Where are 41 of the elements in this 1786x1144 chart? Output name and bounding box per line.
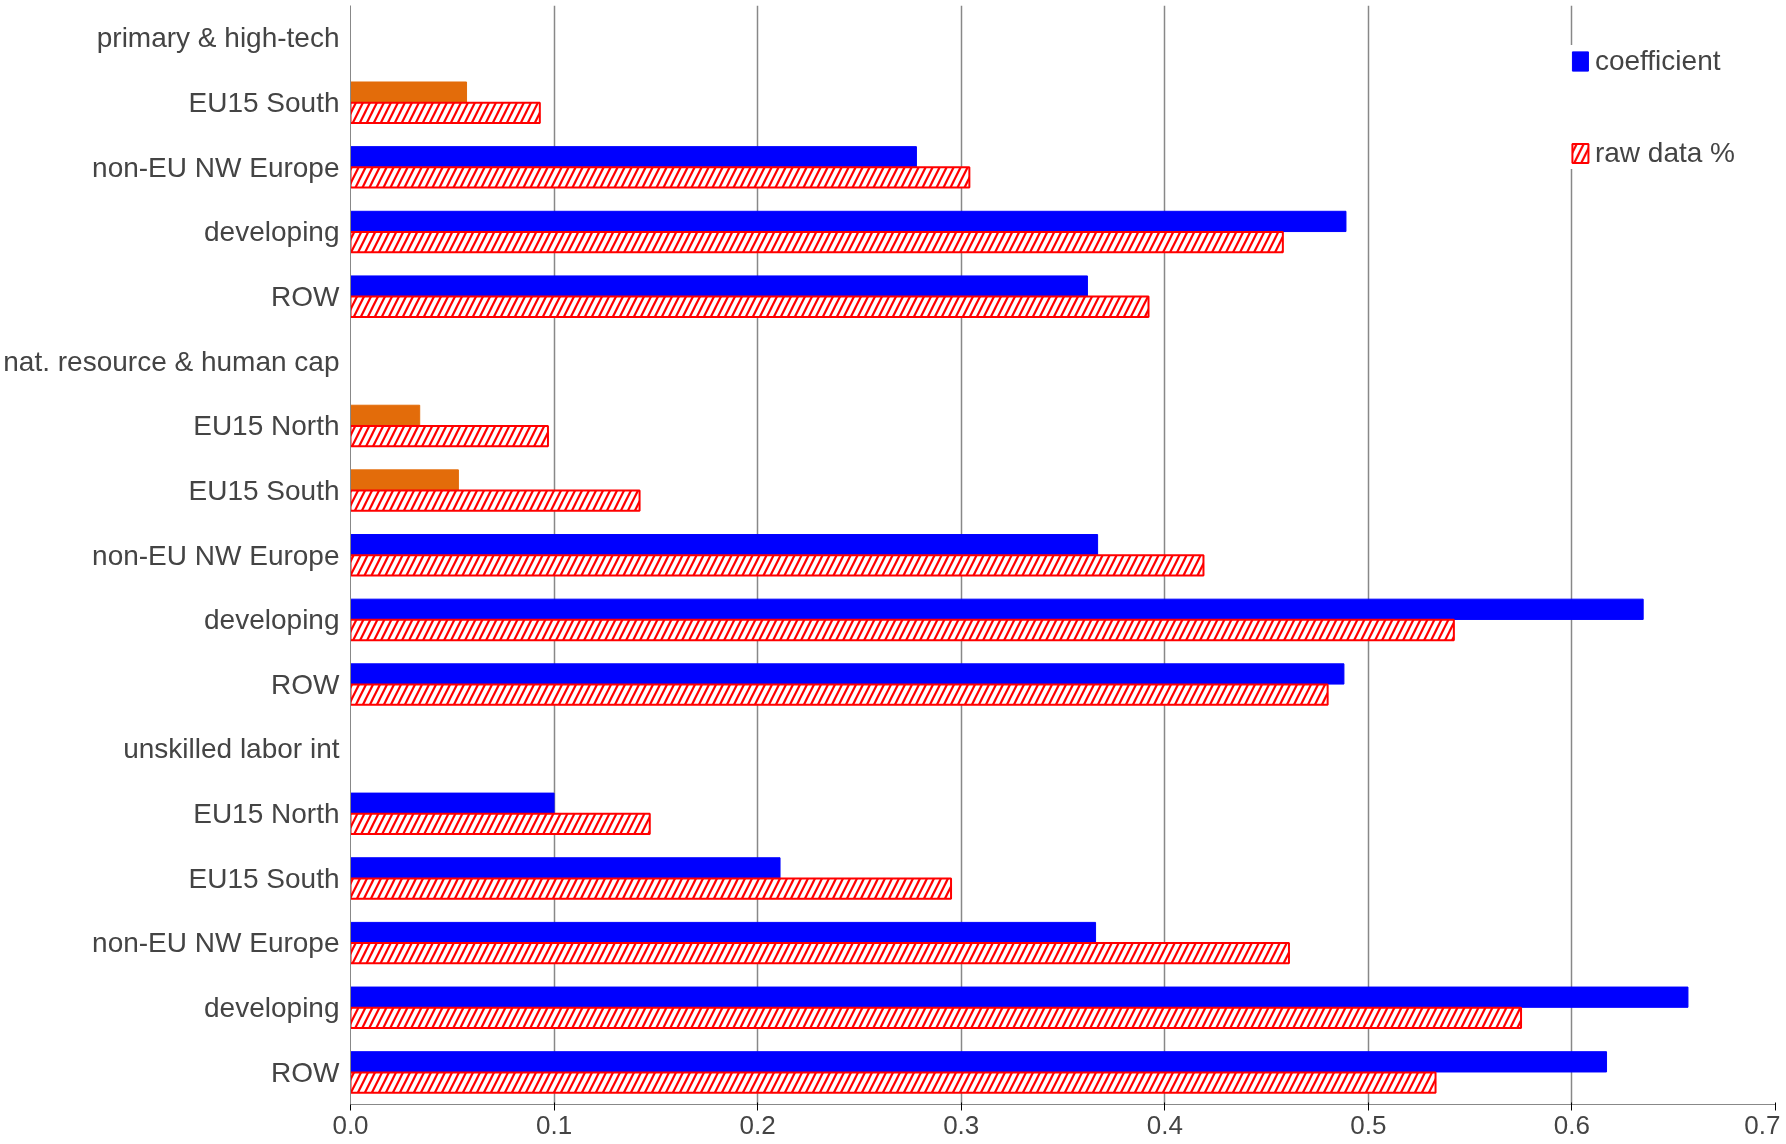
bar bbox=[350, 663, 1345, 685]
bar bbox=[350, 1051, 1608, 1073]
y-tick-label: EU15 South bbox=[188, 86, 340, 118]
x-tick-label: 0.5 bbox=[1350, 1109, 1387, 1140]
bar bbox=[350, 792, 555, 814]
bar bbox=[350, 146, 917, 168]
bar bbox=[350, 986, 1689, 1008]
y-tick-label: non-EU NW Europe bbox=[92, 927, 340, 959]
x-tick-label: 0.4 bbox=[1146, 1109, 1183, 1140]
bar bbox=[350, 275, 1088, 297]
y-tick-label: ROW bbox=[271, 668, 341, 700]
y-tick-label: developing bbox=[204, 992, 340, 1024]
y-tick-label: unskilled labor int bbox=[123, 733, 340, 765]
y-tick-label: developing bbox=[204, 216, 340, 248]
y-tick-label: nat. resource & human cap bbox=[3, 345, 340, 377]
y-tick-label: ROW bbox=[271, 280, 341, 312]
y-tick-label: primary & high-tech bbox=[96, 22, 340, 54]
bar bbox=[350, 469, 459, 491]
bar bbox=[350, 921, 1097, 944]
y-tick-label: EU15 North bbox=[193, 798, 340, 830]
bar bbox=[350, 857, 781, 879]
bar bbox=[350, 210, 1347, 233]
y-tick-label: EU15 South bbox=[188, 862, 340, 894]
x-tick-label: 0.2 bbox=[739, 1109, 776, 1140]
bar bbox=[350, 534, 1099, 556]
x-tick-label: 0.7 bbox=[1744, 1109, 1781, 1140]
bar bbox=[350, 598, 1644, 620]
y-tick-label: non-EU NW Europe bbox=[92, 539, 340, 571]
x-tick-label: 0.0 bbox=[332, 1109, 369, 1140]
y-tick-label: ROW bbox=[271, 1056, 341, 1088]
x-tick-label: 0.3 bbox=[943, 1109, 980, 1140]
x-tick-label: 0.1 bbox=[536, 1109, 573, 1140]
bar bbox=[350, 404, 421, 426]
x-tick-label: 0.6 bbox=[1553, 1109, 1591, 1140]
y-tick-label: EU15 South bbox=[188, 474, 340, 506]
y-tick-label: developing bbox=[204, 604, 340, 636]
y-tick-label: EU15 North bbox=[193, 410, 340, 442]
y-tick-label: non-EU NW Europe bbox=[92, 151, 340, 183]
legend-label: raw data % bbox=[1594, 137, 1735, 169]
legend-label: coefficient bbox=[1594, 45, 1721, 77]
bar bbox=[350, 81, 468, 103]
